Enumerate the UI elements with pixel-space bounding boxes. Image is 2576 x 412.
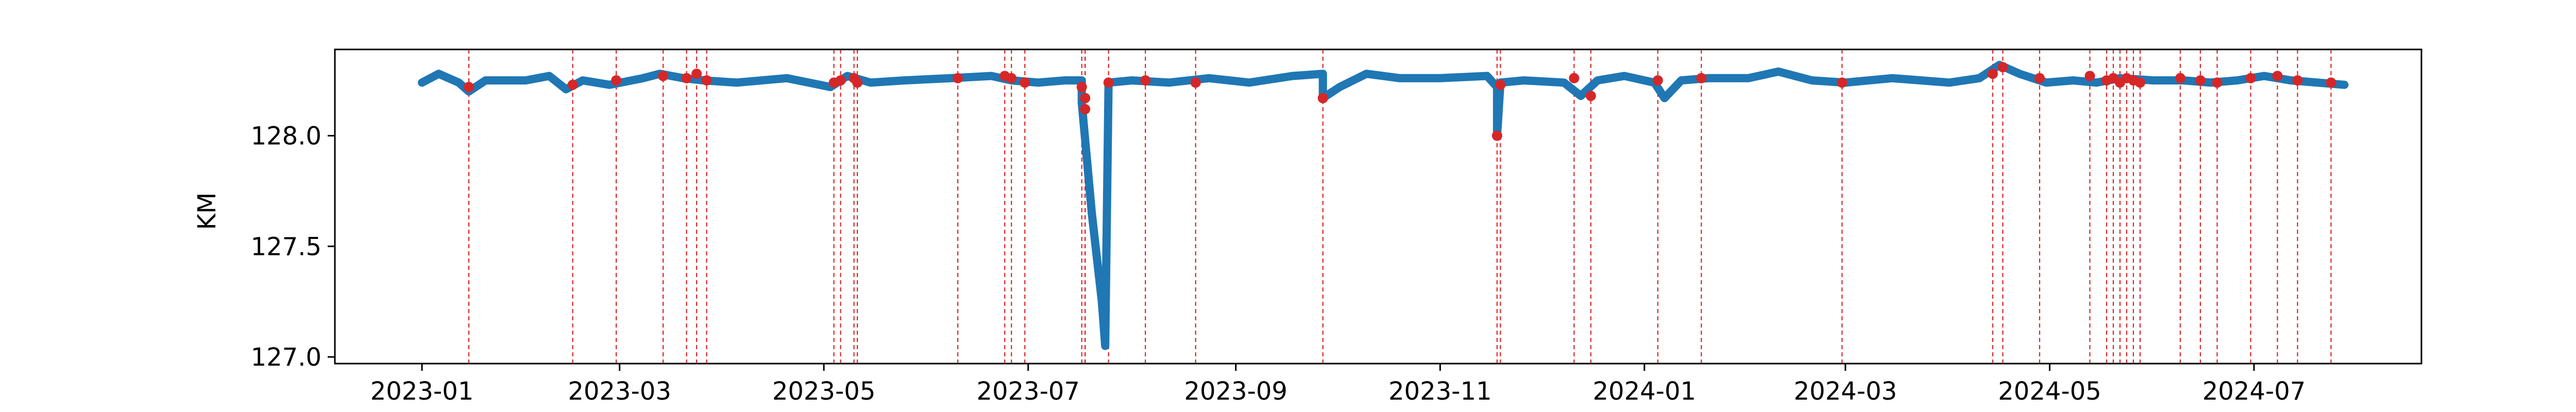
- anomaly-marker-28: [1837, 77, 1848, 88]
- anomaly-marker-42: [2245, 73, 2256, 83]
- anomaly-marker-30: [1997, 62, 2008, 73]
- anomaly-marker-11: [953, 73, 963, 83]
- anomaly-marker-1: [567, 79, 578, 90]
- anomaly-marker-3: [658, 71, 669, 81]
- x-tick-label-7: 2024-03: [1794, 377, 1897, 406]
- anomaly-marker-21: [1317, 93, 1328, 104]
- anomaly-marker-15: [1076, 82, 1087, 92]
- anomaly-marker-38: [2134, 77, 2145, 88]
- anomaly-marker-43: [2272, 71, 2283, 81]
- anomaly-marker-13: [1006, 73, 1017, 83]
- anomaly-marker-45: [2326, 77, 2336, 88]
- anomaly-marker-8: [835, 75, 846, 86]
- anomaly-marker-29: [1987, 68, 1998, 79]
- x-tick-label-9: 2024-07: [2202, 377, 2306, 406]
- x-tick-label-2: 2023-05: [772, 377, 876, 406]
- y-tick-label-2: 128.0: [251, 122, 321, 151]
- anomaly-marker-41: [2212, 77, 2223, 88]
- x-tick-label-5: 2023-11: [1388, 377, 1492, 406]
- y-tick-label-1: 127.5: [251, 232, 321, 261]
- anomaly-marker-5: [691, 68, 702, 79]
- y-axis: 127.0 127.5 128.0: [251, 122, 335, 372]
- anomaly-marker-10: [852, 77, 863, 88]
- anomaly-marker-18: [1103, 77, 1114, 88]
- anomaly-marker-17: [1080, 104, 1091, 114]
- anomaly-marker-32: [2084, 71, 2095, 81]
- anomaly-marker-14: [1020, 77, 1030, 88]
- anomaly-marker-31: [2034, 73, 2045, 83]
- anomaly-marker-40: [2195, 75, 2206, 86]
- x-tick-label-4: 2023-09: [1184, 377, 1287, 406]
- y-axis-label: KM: [193, 193, 222, 230]
- anomaly-marker-19: [1140, 75, 1151, 86]
- anomaly-marker-26: [1652, 75, 1663, 86]
- series-layer: [418, 61, 2349, 350]
- anomaly-marker-2: [611, 75, 622, 86]
- x-axis: 2023-01 2023-03 2023-05 2023-07 2023-09 2023-…: [370, 364, 2306, 406]
- anomaly-markers: [464, 62, 2336, 141]
- anomaly-marker-39: [2175, 73, 2185, 83]
- anomaly-marker-4: [681, 73, 692, 83]
- anomaly-marker-25: [1585, 91, 1596, 101]
- plot-area-frame: [334, 48, 2422, 365]
- x-tick-label-8: 2024-05: [1998, 377, 2102, 406]
- anomaly-marker-0: [464, 82, 474, 92]
- series-line-0: [418, 61, 2349, 350]
- x-tick-label-6: 2024-01: [1593, 377, 1697, 406]
- anomaly-marker-22: [1492, 130, 1502, 141]
- x-tick-label-1: 2023-03: [568, 377, 671, 406]
- anomaly-marker-24: [1569, 73, 1580, 83]
- anomaly-marker-27: [1696, 73, 1707, 83]
- anomaly-marker-23: [1495, 79, 1506, 90]
- x-tick-label-0: 2023-01: [370, 377, 474, 406]
- anomaly-marker-44: [2292, 75, 2303, 86]
- y-tick-label-0: 127.0: [251, 343, 321, 372]
- x-tick-label-3: 2023-07: [976, 377, 1080, 406]
- anomaly-marker-6: [701, 75, 712, 86]
- anomaly-marker-20: [1190, 77, 1201, 88]
- anomaly-marker-16: [1080, 93, 1091, 104]
